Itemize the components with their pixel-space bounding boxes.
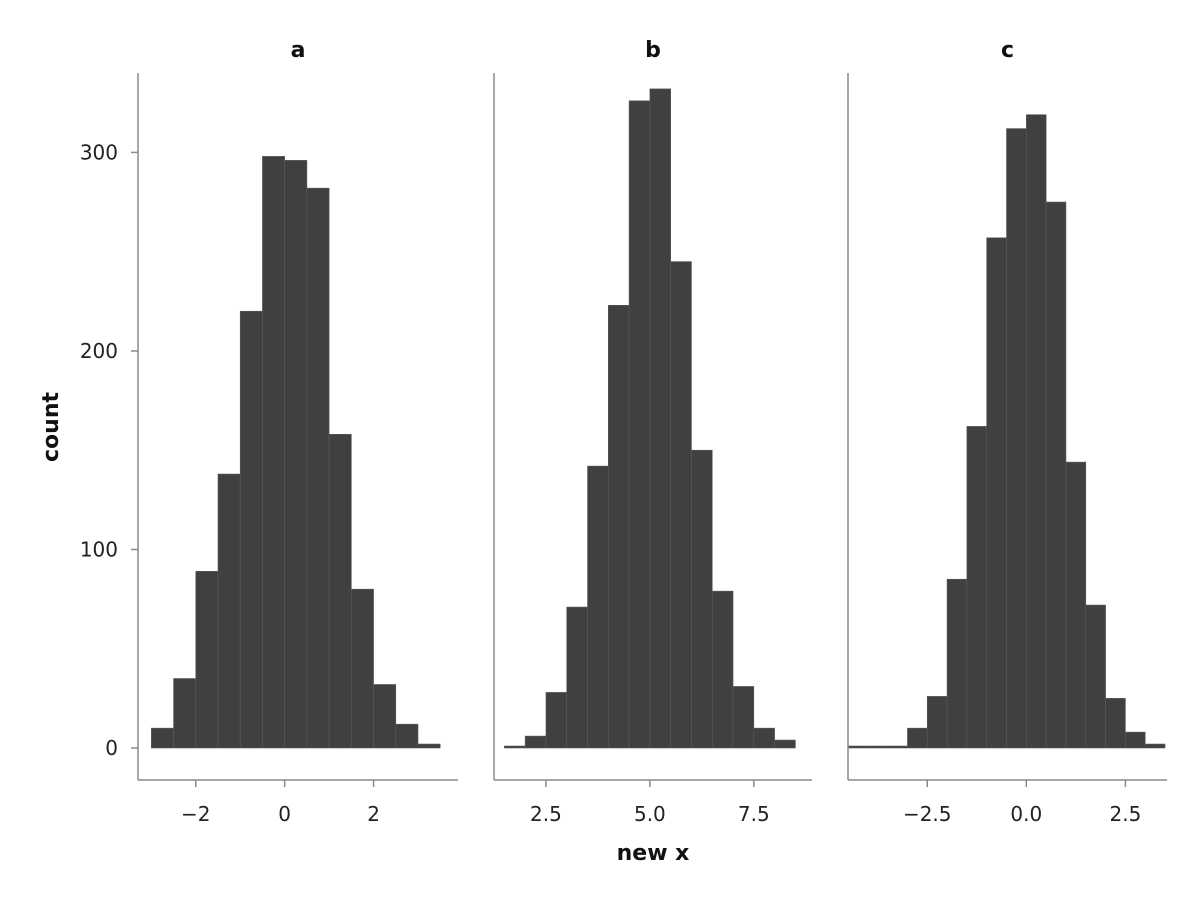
- histogram-bar: [373, 684, 397, 749]
- histogram-bar: [753, 727, 775, 749]
- histogram-bar: [1006, 128, 1027, 749]
- facet-panel-c: c −2.5 0.0 2.5: [847, 38, 1167, 826]
- histogram-bar: [966, 426, 987, 749]
- histogram-bar: [284, 160, 308, 749]
- histogram-bar: [711, 590, 734, 749]
- histogram-bar: [946, 578, 968, 749]
- histogram-bar: [566, 606, 588, 749]
- x-tick-label: −2: [181, 802, 210, 826]
- x-tick-label: 2.5: [530, 802, 562, 826]
- histogram-bar: [545, 692, 568, 749]
- histogram-bar: [524, 735, 547, 749]
- facet-title-c: c: [1001, 38, 1014, 63]
- histogram-bar: [239, 310, 263, 749]
- histogram-bar: [1125, 731, 1146, 749]
- histogram-bar: [628, 100, 651, 749]
- histogram-bar: [649, 88, 671, 749]
- histogram-bar: [691, 449, 713, 749]
- y-tick-label: 100: [80, 537, 118, 561]
- facet-panels: a −2 0 2 0 100 200 300 b 2.5 5.0 7.5 c −2.5 0.0 2.5: [80, 38, 1167, 826]
- facet-panel-b: b 2.5 5.0 7.5: [493, 38, 812, 826]
- histogram-bar: [986, 237, 1007, 749]
- histogram-bar: [587, 465, 609, 749]
- histogram-bar: [395, 723, 419, 749]
- histogram-bar: [1065, 461, 1087, 749]
- y-tick-label: 200: [80, 339, 118, 363]
- x-tick-label: 5.0: [634, 802, 666, 826]
- histogram-bar: [847, 745, 869, 749]
- histogram-bar: [732, 686, 755, 749]
- histogram-bar: [608, 304, 630, 749]
- y-tick-label: 300: [80, 140, 118, 164]
- x-tick-label: 0: [278, 802, 291, 826]
- x-tick-label: 7.5: [738, 802, 770, 826]
- histogram-bar: [1045, 201, 1067, 749]
- histogram-bar: [173, 678, 197, 749]
- histogram-bar: [504, 745, 526, 749]
- histogram-bar: [417, 743, 441, 749]
- x-tick-label: −2.5: [903, 802, 952, 826]
- histogram-bar: [926, 696, 948, 749]
- histogram-bar: [670, 261, 692, 749]
- histogram-bar: [262, 156, 285, 749]
- histogram-bar: [1085, 604, 1106, 749]
- facet-title-a: a: [291, 38, 306, 63]
- histogram-bar: [1144, 743, 1166, 749]
- histogram-bar: [217, 473, 241, 749]
- histogram-bar: [867, 745, 888, 749]
- histogram-bar: [887, 745, 908, 749]
- x-tick-label: 2: [367, 802, 380, 826]
- histogram-bar: [1026, 114, 1047, 749]
- histogram-bar: [328, 434, 352, 749]
- histogram-bar: [774, 739, 796, 749]
- facet-title-b: b: [645, 38, 661, 63]
- y-axis-title: count: [39, 392, 64, 462]
- histogram-bar: [351, 588, 374, 749]
- histogram-bar: [151, 727, 174, 749]
- histogram-bar: [1105, 698, 1126, 749]
- histogram-bar: [195, 571, 219, 749]
- y-tick-label: 0: [105, 736, 118, 760]
- x-axis-title: new x: [617, 841, 690, 866]
- x-tick-label: 0.0: [1010, 802, 1042, 826]
- facet-panel-a: a −2 0 2 0 100 200 300: [80, 38, 458, 826]
- histogram-bar: [907, 727, 928, 749]
- x-tick-label: 2.5: [1109, 802, 1141, 826]
- histogram-bar: [306, 187, 330, 749]
